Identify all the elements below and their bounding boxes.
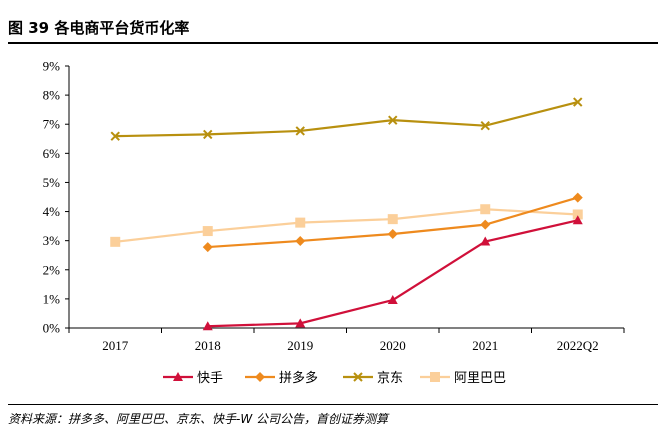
data-point <box>388 115 398 125</box>
data-point <box>202 226 213 237</box>
data-point <box>573 97 583 107</box>
source-note: 资料来源：拼多多、阿里巴巴、京东、快手-W 公司公告，首创证券测算 <box>8 412 389 426</box>
data-point <box>387 214 398 225</box>
figure-title: 图 39 各电商平台货币化率 <box>8 19 190 37</box>
legend-marker <box>430 372 440 382</box>
legend-label: 阿里巴巴 <box>454 371 506 386</box>
data-point <box>202 321 213 331</box>
x-marker-stroke <box>573 97 583 107</box>
source-footer: 资料来源：拼多多、阿里巴巴、京东、快手-W 公司公告，首创证券测算 <box>8 404 658 427</box>
x-tick-label: 2017 <box>102 338 129 353</box>
x-marker-stroke <box>110 131 120 141</box>
data-point <box>295 126 305 136</box>
data-point <box>387 295 398 305</box>
series-1 <box>202 215 583 331</box>
series-line <box>115 208 578 243</box>
legend-label: 京东 <box>377 371 403 386</box>
legend-marker <box>353 372 363 382</box>
series-line <box>115 101 579 138</box>
series-3 <box>110 97 583 141</box>
chart-axes: 0% 1% 2% 3% 4% 5% 6% 7% 8% 9% 2017 2018 2019 2020 2021… <box>43 59 625 353</box>
chart-series <box>110 97 583 331</box>
y-tick-label: 5% <box>43 175 61 190</box>
data-point <box>295 217 306 228</box>
legend-item: 快手 <box>163 371 223 386</box>
data-point <box>572 209 583 220</box>
data-point <box>572 192 583 203</box>
data-point <box>295 318 306 328</box>
x-marker-stroke <box>353 372 363 382</box>
data-point <box>110 236 121 247</box>
y-tick-label: 8% <box>43 88 61 103</box>
data-point <box>110 131 120 141</box>
data-point <box>480 120 490 131</box>
data-point <box>387 228 398 239</box>
figure-title-bar: 图 39 各电商平台货币化率 <box>8 6 658 44</box>
data-point <box>203 129 213 140</box>
legend-marker <box>173 372 183 381</box>
y-tick-label: 1% <box>43 291 61 306</box>
y-tick-label: 6% <box>43 146 61 161</box>
legend-label: 快手 <box>197 371 223 386</box>
series-2 <box>202 192 583 253</box>
x-marker-stroke <box>295 126 305 136</box>
y-tick-label: 2% <box>43 262 61 277</box>
x-marker-stroke <box>203 129 213 140</box>
y-tick-label: 4% <box>43 204 61 219</box>
x-tick-label: 2020 <box>380 338 406 353</box>
data-point <box>572 215 583 225</box>
y-tick-label: 9% <box>43 59 61 74</box>
x-tick-label: 2022Q2 <box>557 338 599 353</box>
x-tick-label: 2019 <box>287 338 313 353</box>
data-point <box>480 236 491 246</box>
x-marker-stroke <box>480 120 490 131</box>
legend-label: 拼多多 <box>279 370 318 386</box>
legend-item: 拼多多 <box>245 370 318 386</box>
x-tick-label: 2021 <box>472 338 498 353</box>
y-tick-label: 7% <box>43 117 61 132</box>
legend-item: 阿里巴巴 <box>420 371 506 386</box>
x-marker-stroke <box>388 115 398 125</box>
data-point <box>480 204 491 215</box>
x-tick-label: 2018 <box>195 338 221 353</box>
data-point <box>480 219 491 230</box>
line-chart: 0% 1% 2% 3% 4% 5% 6% 7% 8% 9% 2017 2018 2019 2020 2021… <box>43 59 625 386</box>
legend-marker <box>255 372 265 382</box>
y-tick-label: 3% <box>43 233 61 248</box>
legend-item: 京东 <box>343 371 403 386</box>
data-point <box>202 242 213 253</box>
y-tick-label: 0% <box>43 321 61 336</box>
data-point <box>295 235 306 246</box>
series-4 <box>110 204 583 247</box>
chart-legend: 快手 拼多多 京东 阿里巴巴 <box>163 370 506 386</box>
